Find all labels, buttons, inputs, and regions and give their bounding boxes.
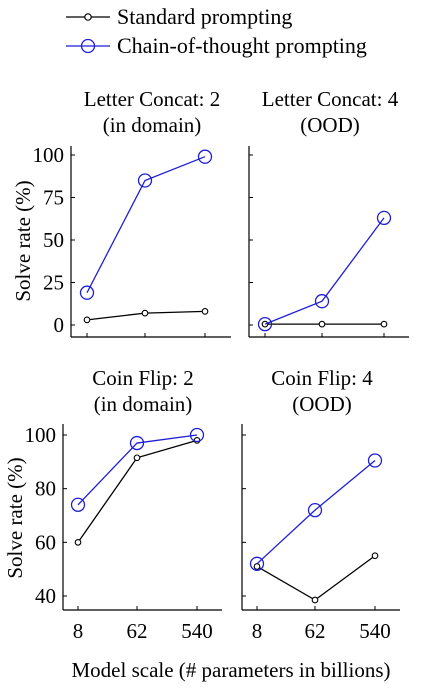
y-tick-label-0: 0 — [54, 313, 65, 337]
cot-series-line — [77, 434, 198, 506]
x-tick-label-panel-4-540: 540 — [359, 619, 391, 643]
legend-standard-label: Standard prompting — [117, 4, 292, 29]
y-tick-label-25: 25 — [43, 271, 64, 295]
panel-letter-concat-4 — [248, 146, 409, 338]
standard-series-line — [256, 555, 376, 601]
y-tick-label-60: 60 — [35, 530, 56, 554]
y-tick-label-80: 80 — [35, 477, 56, 501]
y-axis-label-top: Solve rate (%) — [11, 180, 35, 301]
panel-coin-flip-4 — [241, 424, 400, 611]
panel-letter-concat-2: 0 25 50 75 100 — [33, 143, 231, 338]
cot-point-62 — [307, 502, 323, 518]
standard-point-8 — [83, 316, 91, 324]
panel-4-title-line-2: (OOD) — [292, 392, 351, 416]
panel-1-title-line-2: (in domain) — [103, 113, 202, 137]
legend-cot-label: Chain-of-thought prompting — [117, 33, 367, 58]
standard-point-62 — [318, 320, 326, 328]
panel-3-title-line-2: (in domain) — [94, 392, 193, 416]
y-tick-label-100: 100 — [33, 143, 65, 167]
standard-point-540 — [371, 552, 379, 560]
standard-point-8 — [253, 563, 261, 570]
x-tick-label-panel-4-8: 8 — [252, 619, 263, 643]
cot-point-540 — [189, 427, 205, 443]
cot-point-62 — [137, 173, 153, 188]
y-tick-label-100: 100 — [25, 423, 57, 447]
legend-standard-marker — [84, 13, 92, 21]
standard-point-8 — [74, 538, 82, 546]
x-tick-label-panel-3-540: 540 — [181, 619, 213, 643]
y-tick-label-50: 50 — [43, 228, 64, 252]
standard-point-8 — [261, 320, 269, 328]
panel-2-title-line-2: (OOD) — [300, 113, 359, 137]
cot-series-line — [86, 156, 206, 293]
panel-3-title-line-1: Coin Flip: 2 — [92, 366, 194, 390]
cot-point-540 — [197, 149, 213, 164]
cot-point-62 — [129, 435, 145, 451]
x-tick-label-panel-3-8: 8 — [73, 619, 84, 643]
panel-1-title-line-1: Letter Concat: 2 — [84, 87, 220, 111]
standard-point-62 — [311, 596, 319, 604]
cot-series-line — [264, 217, 385, 325]
cot-point-8 — [257, 316, 273, 332]
panel-4-title-line-1: Coin Flip: 4 — [271, 366, 373, 390]
cot-series-line — [256, 459, 376, 565]
cot-point-8 — [249, 556, 265, 571]
panel-2-title-line-1: Letter Concat: 4 — [262, 87, 399, 111]
standard-point-62 — [141, 309, 149, 317]
standard-point-540 — [380, 320, 388, 328]
x-tick-label-panel-4-62: 62 — [305, 619, 326, 643]
cot-point-540 — [376, 210, 392, 226]
cot-point-540 — [367, 453, 383, 468]
legend: Standard prompting Chain-of-thought prom… — [66, 4, 367, 58]
y-tick-label-75: 75 — [43, 186, 64, 210]
x-axis-label: Model scale (# parameters in billions) — [72, 658, 391, 682]
y-tick-label-40: 40 — [35, 584, 56, 608]
standard-point-62 — [133, 454, 141, 462]
standard-point-540 — [193, 437, 201, 444]
x-tick-label-panel-3-62: 62 — [127, 619, 148, 643]
y-axis-label-bottom: Solve rate (%) — [3, 457, 27, 578]
standard-point-540 — [201, 308, 209, 315]
legend-cot-marker — [80, 38, 96, 54]
panel-coin-flip-2: 40 60 80 100 — [25, 423, 222, 611]
cot-point-62 — [314, 294, 330, 309]
cot-point-8 — [79, 285, 95, 300]
cot-point-8 — [70, 497, 86, 512]
